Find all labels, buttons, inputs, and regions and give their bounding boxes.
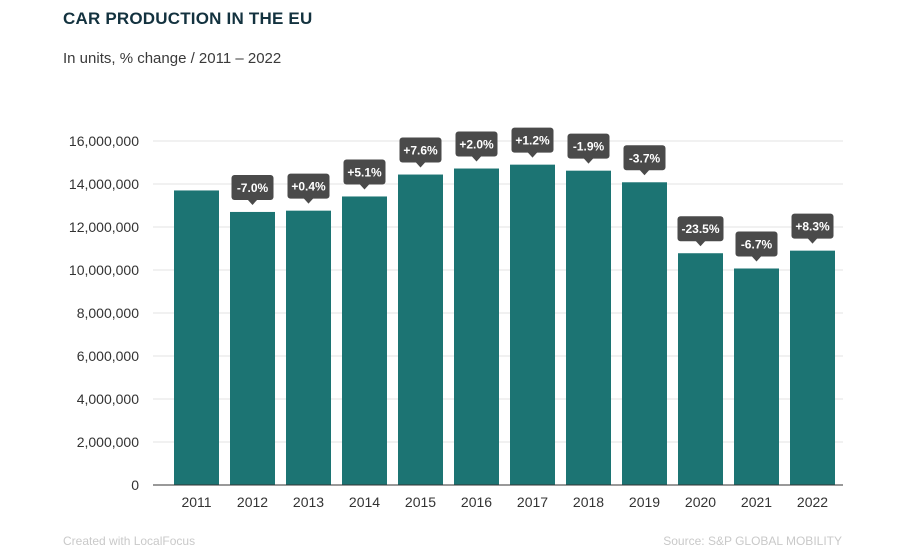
bar — [342, 196, 387, 485]
change-callout-pointer — [415, 162, 426, 168]
change-callout-box — [567, 133, 610, 159]
x-tick-label: 2018 — [573, 494, 604, 510]
x-tick-label: 2022 — [797, 494, 828, 510]
change-callout-pointer — [527, 152, 538, 158]
y-tick-label: 2,000,000 — [77, 434, 139, 450]
chart-subtitle: In units, % change / 2011 – 2022 — [63, 50, 282, 67]
y-axis-ticks: 0 2,000,000 4,000,000 6,000,000 8,000,000 10,… — [69, 133, 139, 493]
change-callout-box — [455, 131, 498, 157]
x-tick-label: 2014 — [349, 494, 380, 510]
change-callouts: -7.0% +0.4% +5.1% +7.6% +2.0% +1.2% -1.9% -3.7%… — [231, 127, 834, 262]
bar — [734, 268, 779, 485]
x-tick-label: 2015 — [405, 494, 436, 510]
change-callout-pointer — [695, 240, 706, 247]
change-callout-box — [791, 213, 834, 239]
change-callout-box — [399, 137, 442, 163]
bar — [230, 211, 275, 485]
change-callout-pointer — [751, 255, 762, 262]
bar — [174, 190, 219, 485]
change-callout-box — [511, 127, 554, 153]
chart-title: CAR PRODUCTION IN THE EU — [63, 9, 313, 28]
x-tick-label: 2016 — [461, 494, 492, 510]
x-tick-label: 2019 — [629, 494, 660, 510]
source-text: Source: S&P GLOBAL MOBILITY — [663, 534, 842, 548]
y-tick-label: 10,000,000 — [69, 262, 139, 278]
y-tick-label: 12,000,000 — [69, 219, 139, 235]
x-tick-label: 2017 — [517, 494, 548, 510]
bar — [398, 174, 443, 486]
bar — [510, 164, 555, 485]
change-callout-box — [343, 159, 386, 185]
x-axis-labels: 2011 2012 2013 2014 2015 2016 2017 2018 2019 2020… — [181, 494, 828, 510]
bar — [286, 210, 331, 485]
change-label: +8.3% — [795, 220, 830, 234]
change-label: +7.6% — [403, 144, 438, 158]
y-tick-label: 16,000,000 — [69, 133, 139, 149]
x-tick-label: 2013 — [293, 494, 324, 510]
credit-text: Created with LocalFocus — [63, 534, 196, 548]
change-label: +0.4% — [291, 180, 326, 194]
change-label: -7.0% — [237, 181, 269, 195]
change-label: -3.7% — [629, 151, 661, 165]
change-callout-pointer — [359, 183, 370, 190]
bar — [566, 170, 611, 486]
change-callout-box — [231, 174, 274, 200]
bar — [790, 250, 835, 485]
change-label: +5.1% — [347, 165, 382, 179]
bar-chart: 0 2,000,000 4,000,000 6,000,000 8,000,000 10,… — [69, 127, 843, 510]
y-tick-label: 0 — [131, 477, 139, 493]
change-label: -1.9% — [573, 140, 605, 154]
change-label: -23.5% — [681, 222, 719, 236]
change-callout-box — [623, 145, 666, 171]
change-callout-pointer — [583, 158, 594, 164]
change-label: +2.0% — [459, 138, 494, 152]
y-tick-label: 6,000,000 — [77, 348, 139, 364]
x-tick-label: 2020 — [685, 494, 716, 510]
change-callout-pointer — [247, 199, 258, 205]
bar — [678, 253, 723, 485]
change-callout-pointer — [639, 169, 650, 176]
change-label: -6.7% — [741, 237, 773, 251]
change-callout-pointer — [471, 156, 482, 162]
y-tick-label: 8,000,000 — [77, 305, 139, 321]
x-tick-label: 2012 — [237, 494, 268, 510]
bar — [454, 168, 499, 485]
change-callout-box — [677, 216, 724, 242]
change-label: +1.2% — [515, 134, 550, 148]
change-callout-pointer — [807, 238, 818, 244]
bars — [174, 164, 835, 486]
x-tick-label: 2011 — [181, 494, 211, 510]
y-tick-label: 4,000,000 — [77, 391, 139, 407]
bar — [622, 182, 667, 485]
y-tick-label: 14,000,000 — [69, 176, 139, 192]
change-callout-box — [735, 231, 778, 257]
change-callout-box — [287, 173, 330, 199]
x-tick-label: 2021 — [741, 494, 772, 510]
change-callout-pointer — [303, 198, 314, 204]
